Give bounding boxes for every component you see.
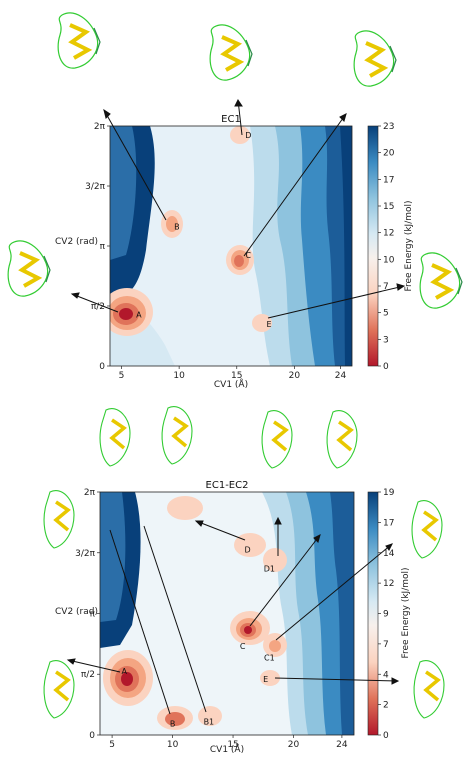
- structure-arrows-ec1: [70, 99, 406, 319]
- chart-title-ec1-ec2: EC1-EC2: [206, 480, 249, 491]
- minimum-label: D: [244, 545, 250, 554]
- colorbar-ec1: [367, 125, 379, 367]
- x-tick-label: 10: [167, 740, 179, 750]
- colorbar-tick-label: 7: [383, 640, 389, 650]
- x-tick-label: 5: [109, 740, 115, 750]
- y-tick-label: 2π: [94, 122, 106, 132]
- colorbar-label-ec1: Free Energy (kJ/mol): [404, 200, 414, 291]
- protein-structure-icon: [43, 660, 75, 719]
- colorbar-tick-label: 2: [383, 701, 389, 711]
- y-tick-label: 0: [89, 731, 95, 741]
- protein-structure-icon: [413, 660, 445, 719]
- x-tick-label: 20: [289, 371, 301, 381]
- minimum-label: D1: [264, 565, 275, 574]
- protein-structure-icon: [419, 252, 463, 309]
- colorbar-tick-label: 10: [383, 255, 395, 265]
- minimum-label: B1: [204, 717, 215, 726]
- y-tick-label: 0: [99, 362, 105, 372]
- protein-structure-icon: [326, 410, 358, 469]
- x-tick-label: 20: [288, 740, 300, 750]
- colorbar-tick-label: 12: [383, 579, 394, 589]
- structure-arrows-ec1-ec2: [66, 516, 400, 715]
- y-tick-label: 3/2π: [75, 549, 95, 559]
- x-ticks-ec1-ec2: 5 10 15 20 24: [109, 735, 348, 750]
- chart-title-ec1: EC1: [221, 114, 241, 125]
- x-tick-label: 24: [335, 371, 347, 381]
- colorbar-tick-label: 7: [383, 282, 389, 292]
- protein-structure-icon: [57, 12, 101, 69]
- free-energy-surface-ec1: [110, 126, 352, 366]
- colorbar-ticks-ec1: 0 3 5 7 10 12 15 17 20 23: [378, 122, 395, 372]
- x-tick-label: 15: [227, 740, 238, 750]
- y-tick-label: 3/2π: [85, 182, 105, 192]
- colorbar-ec1-ec2: [367, 491, 379, 736]
- x-tick-label: 24: [336, 740, 348, 750]
- y-tick-label: π: [100, 242, 106, 252]
- free-energy-surface-ec1-ec2: [100, 492, 354, 735]
- minimum-label: E: [263, 675, 268, 684]
- colorbar-tick-label: 14: [383, 549, 395, 559]
- colorbar-tick-label: 15: [383, 202, 394, 212]
- protein-structure-icon: [161, 406, 193, 465]
- colorbar-tick-label: 3: [383, 335, 389, 345]
- minimum-label: B: [174, 223, 180, 232]
- y-tick-label: 2π: [84, 488, 96, 498]
- colorbar-tick-label: 0: [383, 362, 389, 372]
- colorbar-label-ec1-ec2: Free Energy (kJ/mol): [401, 567, 411, 658]
- y-tick-label: π/2: [81, 670, 95, 680]
- minimum-label: E: [266, 320, 271, 329]
- minimum-label: D: [245, 131, 251, 140]
- y-tick-label: π/2: [91, 302, 105, 312]
- colorbar-tick-label: 4: [383, 670, 389, 680]
- colorbar-ticks-ec1-ec2: 0 2 4 7 9 12 14 17 19: [378, 488, 395, 741]
- colorbar-tick-label: 0: [383, 731, 389, 741]
- minimum-label: C: [245, 251, 251, 260]
- colorbar-tick-label: 23: [383, 122, 394, 132]
- minimum-label: B: [170, 719, 176, 728]
- x-tick-label: 10: [173, 371, 185, 381]
- protein-structure-icon: [411, 500, 443, 559]
- minima-markers-ec1-ec2: A B B1 C C1 D D1 E: [121, 545, 275, 728]
- minimum-label: A: [121, 667, 127, 676]
- colorbar-tick-label: 20: [383, 149, 395, 159]
- y-tick-label: π: [90, 609, 96, 619]
- minimum-label: A: [136, 310, 142, 319]
- minimum-label: C1: [264, 654, 275, 663]
- x-axis-label-ec1: CV1 (Å): [214, 378, 248, 390]
- colorbar-tick-label: 9: [383, 610, 389, 620]
- protein-structure-icon: [7, 240, 51, 297]
- y-ticks-ec1-ec2: 0 π/2 π 3/2π 2π: [75, 488, 100, 741]
- colorbar-tick-label: 5: [383, 309, 389, 319]
- x-axis-label-ec1-ec2: CV1 (Å): [210, 743, 244, 755]
- protein-structure-icon: [99, 408, 131, 467]
- protein-structure-icon: [43, 490, 75, 549]
- colorbar-tick-label: 17: [383, 175, 394, 185]
- protein-structure-icon: [353, 30, 397, 87]
- colorbar-tick-label: 19: [383, 488, 395, 498]
- minima-markers-ec1: A B C D E: [136, 131, 271, 329]
- protein-structure-icon: [261, 410, 293, 469]
- colorbar-tick-label: 12: [383, 229, 394, 239]
- x-tick-label: 15: [231, 371, 242, 381]
- minimum-label: C: [240, 642, 246, 651]
- colorbar-tick-label: 17: [383, 518, 394, 528]
- y-ticks-ec1: 0 π/2 π 3/2π 2π: [85, 122, 110, 372]
- x-tick-label: 5: [119, 371, 125, 381]
- y-axis-label-ec1-ec2: CV2 (rad): [55, 607, 98, 617]
- protein-structure-icon: [209, 24, 253, 81]
- x-ticks-ec1: 5 10 15 20 24: [119, 366, 347, 381]
- y-axis-label-ec1: CV2 (rad): [55, 237, 98, 247]
